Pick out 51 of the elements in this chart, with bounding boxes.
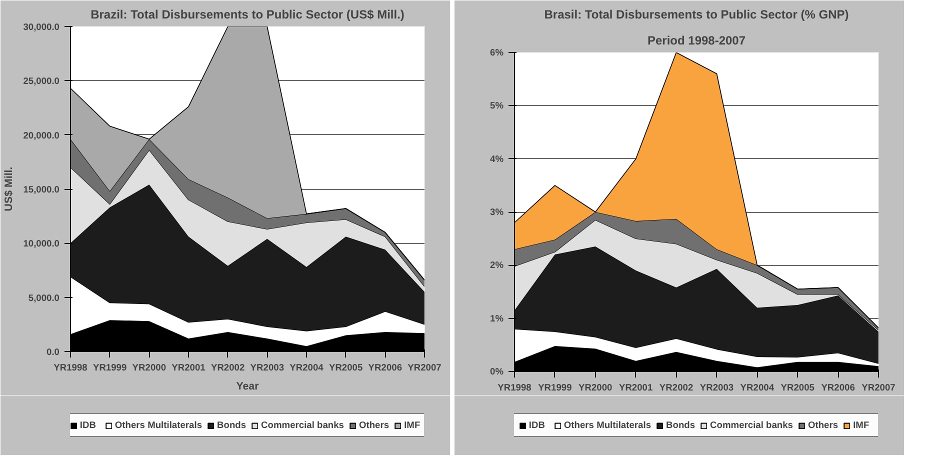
x-tick-label: YR2003 (700, 382, 734, 392)
x-tick-label: YR2006 (821, 382, 855, 392)
legend-label: Others (808, 420, 838, 430)
legend-label: Others Multilaterals (564, 420, 652, 430)
chart-subtitle: Period 1998-2007 (647, 34, 746, 48)
chart-title: Brazil: Total Disbursements to Public Sector (US$ Mill.) (90, 8, 404, 22)
y-tick-label: 3% (490, 207, 504, 217)
x-tick-label: YR2000 (132, 362, 166, 372)
x-tick-label: YR1998 (54, 362, 88, 372)
y-tick-label: 1% (490, 313, 504, 324)
x-tick-label: YR1999 (92, 362, 127, 372)
x-tick-label: YR2001 (172, 362, 206, 372)
x-tick-label: YR2002 (659, 382, 694, 392)
y-tick-label: 0.0 (46, 347, 60, 357)
legend-label: IMF (853, 420, 870, 430)
x-tick-label: YR1998 (498, 382, 532, 392)
x-axis-title: Year (236, 380, 259, 392)
legend-label: Others (359, 420, 390, 430)
y-tick-label: 15,000.0 (23, 184, 60, 194)
x-tick-label: YR2001 (618, 382, 653, 392)
y-tick-label: 5,000.0 (28, 292, 60, 303)
y-tick-label: 6% (490, 48, 504, 58)
chart-title: Brasil: Total Disbursements to Public Sector (% GNP) (544, 8, 849, 22)
y-tick-label: 25,000.0 (23, 76, 60, 86)
x-tick-label: YR2004 (290, 362, 324, 372)
y-axis-title: US$ Mill. (3, 166, 16, 212)
x-tick-label: YR1999 (538, 382, 572, 392)
legend-label: Commercial banks (261, 420, 344, 430)
x-tick-label: YR2004 (740, 382, 775, 392)
legend-label: Bonds (217, 420, 246, 430)
y-tick-label: 30,000.0 (23, 22, 60, 32)
y-tick-label: 5% (490, 100, 504, 111)
legend-label: Others Multilaterals (114, 420, 202, 430)
y-tick-label: 4% (490, 154, 504, 164)
x-tick-label: YR2007 (408, 362, 442, 372)
legend-label: IDB (80, 420, 97, 430)
legend-label: IDB (528, 420, 546, 430)
x-tick-label: YR2006 (368, 362, 402, 372)
y-tick-label: 10,000.0 (23, 238, 60, 249)
legend-label: Bonds (666, 420, 696, 430)
legend-label: Commercial banks (710, 420, 793, 430)
x-tick-label: YR2000 (578, 382, 612, 392)
x-tick-label: YR2002 (210, 362, 245, 372)
x-tick-label: YR2003 (250, 362, 284, 372)
legend-label: IMF (404, 420, 422, 430)
x-tick-label: YR2007 (862, 382, 896, 392)
y-tick-label: 2% (490, 260, 504, 270)
y-tick-label: 0% (490, 366, 504, 376)
y-tick-label: 20,000.0 (23, 130, 60, 140)
x-tick-label: YR2005 (328, 362, 363, 372)
x-tick-label: YR2005 (780, 382, 814, 392)
